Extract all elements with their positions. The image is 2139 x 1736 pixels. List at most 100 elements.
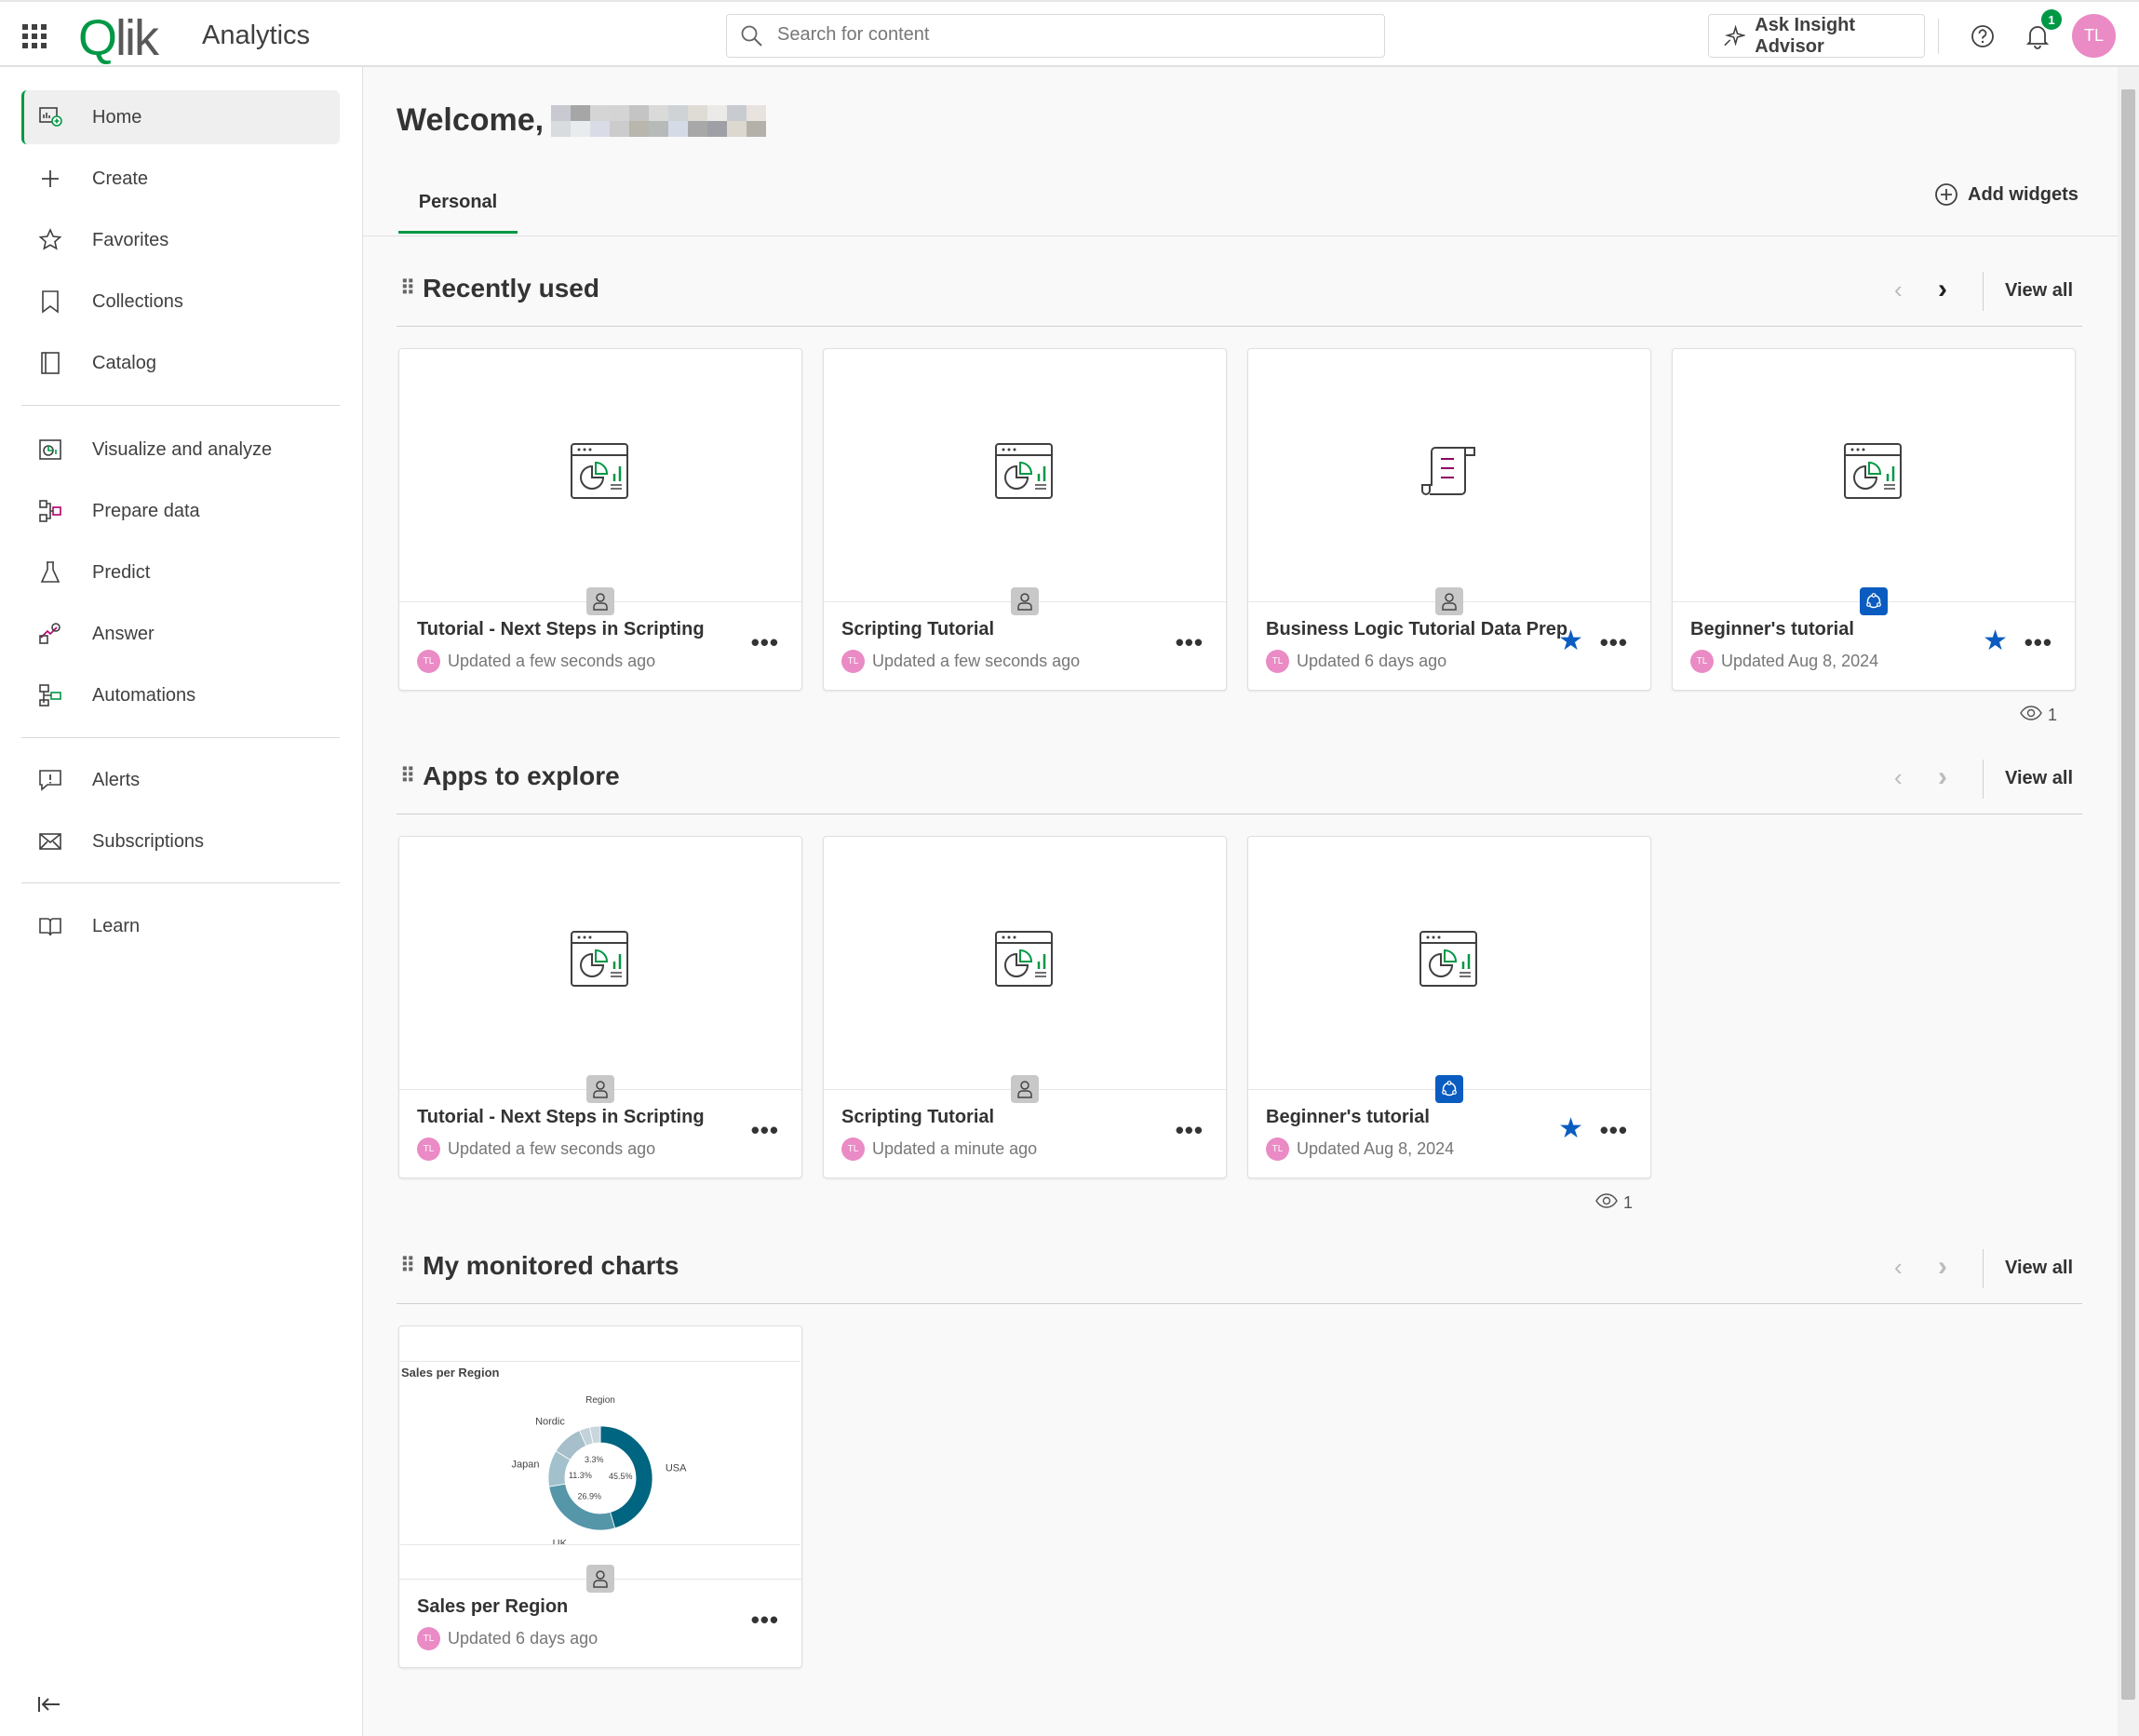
views-count: 1 [1595, 1193, 1633, 1213]
drag-handle-icon[interactable]: ⠿ [400, 1254, 415, 1277]
card-title[interactable]: Sales per Region [417, 1596, 569, 1617]
favorite-star-icon[interactable]: ★ [1983, 626, 2008, 656]
more-options-icon[interactable]: ••• [2024, 628, 2052, 656]
card-title[interactable]: Scripting Tutorial [841, 1107, 995, 1127]
sidebar-item-predict[interactable]: Predict [21, 545, 340, 599]
card-app[interactable]: Tutorial - Next Steps in Scripting TL Upda… [398, 348, 802, 691]
card-title[interactable]: Business Logic Tutorial Data Prep [1266, 619, 1568, 639]
sidebar: Home Create Favorites Collections Catalog Vis… [0, 67, 363, 1736]
eye-icon [2020, 706, 2042, 725]
views-number: 1 [1623, 1193, 1634, 1212]
previous-arrow-icon[interactable]: ‹ [1894, 1253, 1903, 1281]
data-label: 11.3% [569, 1471, 592, 1480]
card-title[interactable]: Beginner's tutorial [1266, 1107, 1430, 1127]
flask-icon [36, 558, 64, 586]
slice-label: Japan [512, 1459, 540, 1470]
sidebar-item-collections[interactable]: Collections [21, 275, 340, 329]
sidebar-item-answer[interactable]: Answer [21, 607, 340, 661]
card-title[interactable]: Scripting Tutorial [841, 619, 995, 639]
bell-icon[interactable] [2025, 22, 2051, 50]
card-title[interactable]: Beginner's tutorial [1690, 619, 1854, 639]
next-arrow-icon[interactable]: › [1938, 1251, 1947, 1282]
card-app[interactable]: Tutorial - Next Steps in Scripting TL Upda… [398, 836, 802, 1178]
sidebar-item-favorites[interactable]: Favorites [21, 213, 340, 267]
ask-insight-advisor-button[interactable]: Ask Insight Advisor [1708, 14, 1925, 58]
owner-avatar: TL [417, 1627, 440, 1650]
user-avatar[interactable]: TL [2072, 14, 2116, 58]
chart-thumbnail: Sales per Region Region USA 45.5% UK 26.9% Jap… [400, 1361, 800, 1545]
favorite-star-icon[interactable]: ★ [1558, 1113, 1583, 1144]
personal-space-icon [586, 587, 614, 615]
drag-handle-icon[interactable]: ⠿ [400, 764, 415, 787]
top-bar: Qlik Analytics Ask Insight Advisor 1 TL [0, 0, 2139, 67]
more-options-icon[interactable]: ••• [1175, 628, 1204, 656]
previous-arrow-icon[interactable]: ‹ [1894, 276, 1903, 303]
add-widgets-button[interactable]: Add widgets [1934, 182, 2078, 207]
qlik-logo[interactable]: Qlik [78, 10, 159, 66]
sidebar-item-label: Prepare data [92, 500, 200, 521]
sidebar-item-visualize-and-analyze[interactable]: Visualize and analyze [21, 423, 340, 477]
card-chart[interactable]: Sales per Region Region USA 45.5% UK 26.9% Jap… [398, 1326, 802, 1668]
notification-badge: 1 [2041, 9, 2062, 30]
card-app[interactable]: Beginner's tutorial TL Updated Aug 8, 2024… [1247, 836, 1651, 1178]
help-icon[interactable] [1970, 23, 1996, 49]
alert-icon [36, 766, 64, 794]
more-options-icon[interactable]: ••• [1175, 1116, 1204, 1144]
search-box[interactable] [726, 14, 1385, 58]
view-all-link[interactable]: View all [2005, 768, 2074, 788]
more-options-icon[interactable]: ••• [1599, 628, 1628, 656]
sidebar-item-label: Home [92, 106, 142, 128]
card-updated: TL Updated 6 days ago [1266, 650, 1446, 673]
next-arrow-icon[interactable]: › [1938, 274, 1947, 304]
collapse-sidebar-icon[interactable] [37, 1695, 61, 1714]
more-options-icon[interactable]: ••• [750, 628, 779, 656]
sidebar-item-label: Visualize and analyze [92, 438, 273, 460]
divider [1938, 19, 1939, 54]
card-app[interactable]: Scripting Tutorial TL Updated a few second… [823, 348, 1227, 691]
updated-text: Updated a few seconds ago [872, 652, 1081, 670]
section-my-monitored-charts-header: ⠿ My monitored charts [400, 1251, 679, 1281]
sidebar-item-label: Automations [92, 684, 196, 706]
donut-chart: Region USA 45.5% UK 26.9% Japan 11.3% Nordic 3.3… [512, 1395, 688, 1544]
previous-arrow-icon[interactable]: ‹ [1894, 763, 1903, 791]
card-app[interactable]: Beginner's tutorial TL Updated Aug 8, 2024… [1672, 348, 2076, 691]
next-arrow-icon[interactable]: › [1938, 761, 1947, 792]
card-updated: TL Updated 6 days ago [417, 1627, 598, 1650]
drag-handle-icon[interactable]: ⠿ [400, 276, 415, 300]
sidebar-item-label: Answer [92, 623, 155, 644]
app-name: Analytics [202, 20, 311, 50]
add-widgets-label: Add widgets [1968, 183, 2078, 205]
app-launcher-icon[interactable] [22, 24, 47, 48]
view-all-link[interactable]: View all [2005, 280, 2074, 301]
search-input[interactable] [777, 24, 1336, 46]
divider [21, 405, 340, 406]
sidebar-item-home[interactable]: Home [21, 90, 340, 144]
more-options-icon[interactable]: ••• [1599, 1116, 1628, 1144]
card-app[interactable]: Scripting Tutorial TL Updated a minute ago… [823, 836, 1227, 1178]
card-title[interactable]: Tutorial - Next Steps in Scripting [417, 619, 705, 639]
sidebar-item-learn[interactable]: Learn [21, 899, 340, 953]
more-options-icon[interactable]: ••• [750, 1606, 779, 1634]
personal-space-icon [1011, 1075, 1039, 1103]
sidebar-item-create[interactable]: Create [21, 152, 340, 206]
divider [1983, 272, 1984, 311]
sidebar-item-prepare-data[interactable]: Prepare data [21, 484, 340, 538]
view-all-link[interactable]: View all [2005, 1258, 2074, 1278]
sidebar-item-alerts[interactable]: Alerts [21, 753, 340, 807]
tab-personal[interactable]: Personal [398, 184, 518, 234]
scrollbar-thumb[interactable] [2121, 89, 2135, 1700]
app-thumbnail-icon [570, 442, 629, 505]
views-number: 1 [2048, 706, 2058, 724]
card-title[interactable]: Tutorial - Next Steps in Scripting [417, 1107, 705, 1127]
favorite-star-icon[interactable]: ★ [1558, 626, 1583, 656]
sidebar-item-subscriptions[interactable]: Subscriptions [21, 814, 340, 868]
card-script[interactable]: Business Logic Tutorial Data Prep TL Updat… [1247, 348, 1651, 691]
more-options-icon[interactable]: ••• [750, 1116, 779, 1144]
personal-space-icon [1011, 587, 1039, 615]
updated-text: Updated Aug 8, 2024 [1721, 652, 1879, 670]
sidebar-item-automations[interactable]: Automations [21, 668, 340, 722]
sidebar-item-catalog[interactable]: Catalog [21, 336, 340, 390]
welcome-heading: Welcome, [397, 102, 767, 139]
updated-text: Updated Aug 8, 2024 [1297, 1139, 1455, 1158]
updated-text: Updated a few seconds ago [448, 1139, 656, 1158]
